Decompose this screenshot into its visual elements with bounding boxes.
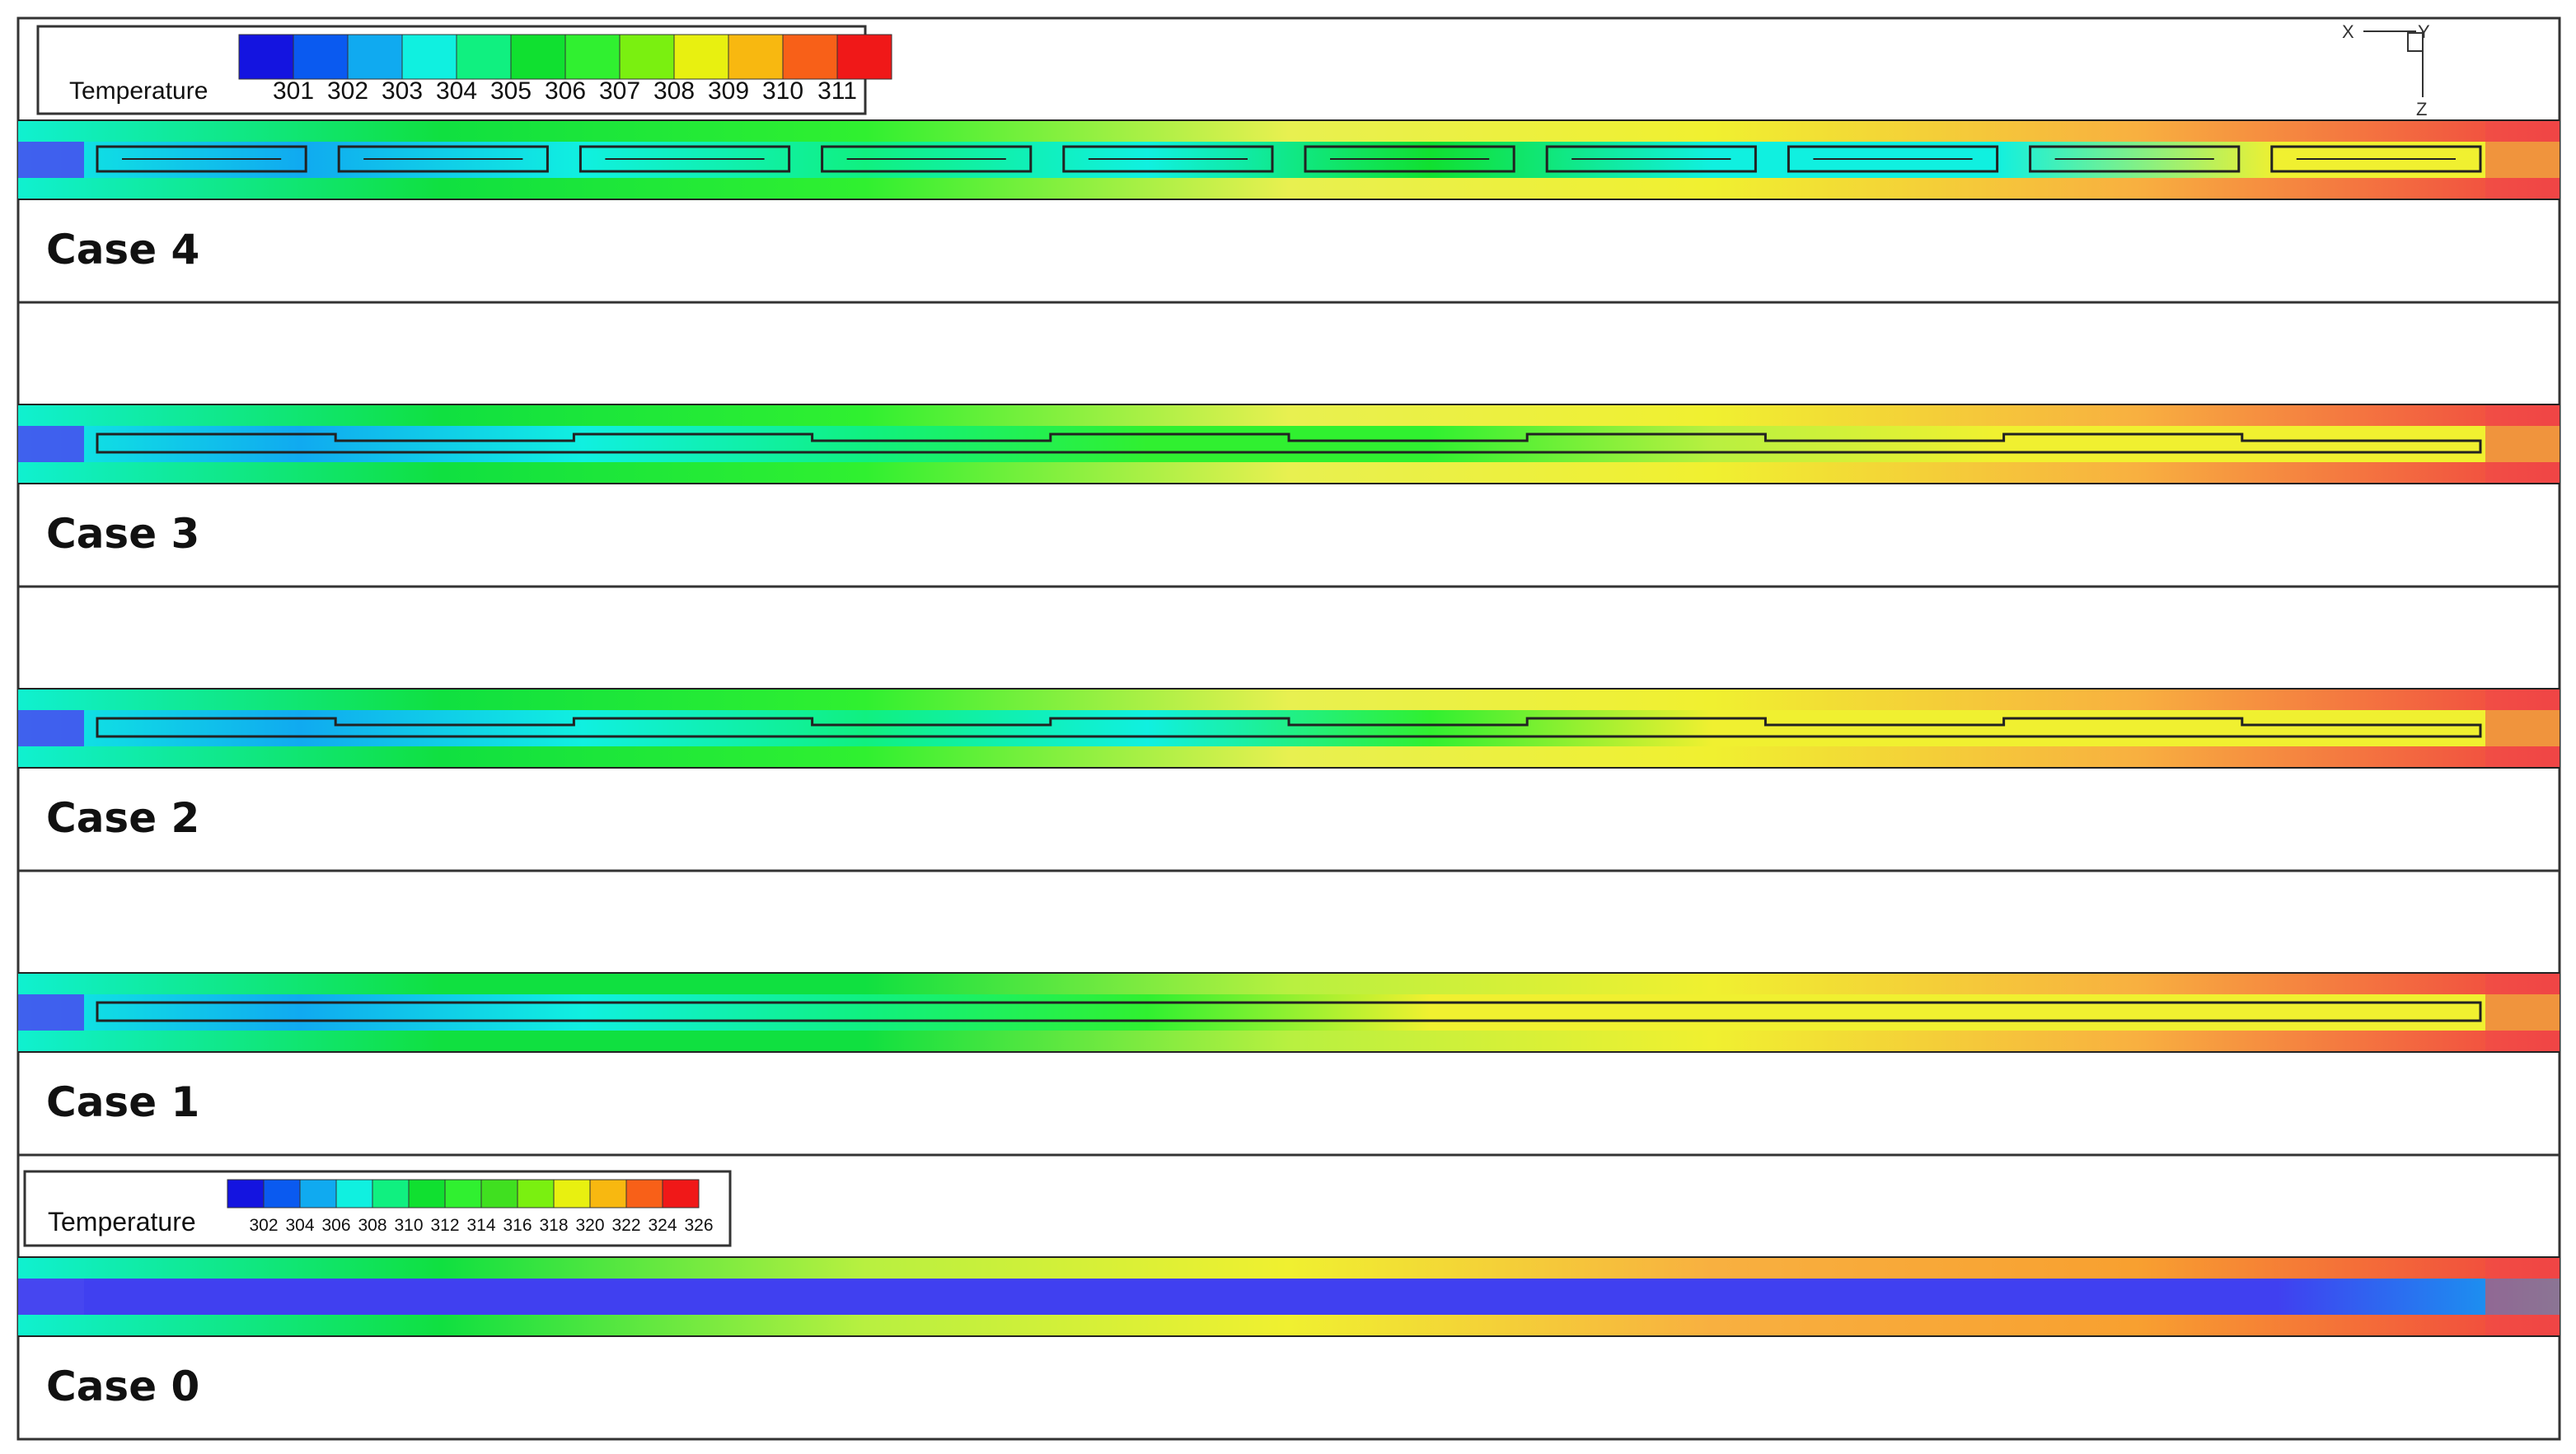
legend-tick-label: 311 xyxy=(817,77,857,105)
inlet-region xyxy=(18,994,84,1031)
baffle-segment xyxy=(96,145,307,173)
legend-swatch xyxy=(728,34,784,80)
legend-swatch xyxy=(480,1179,518,1209)
legend-tick-label: 304 xyxy=(285,1216,314,1235)
baffle-segment xyxy=(1545,145,1757,173)
legend-tick-label: 308 xyxy=(358,1216,386,1235)
case-panel xyxy=(16,301,2561,588)
legend-swatch xyxy=(836,34,892,80)
legend-swatch xyxy=(227,1179,265,1209)
legend-tick-label: 306 xyxy=(545,77,586,105)
legend-swatch xyxy=(619,34,675,80)
legend-tick-label: 310 xyxy=(394,1216,423,1235)
legend-tick-label: 308 xyxy=(653,77,695,105)
inner-channel-band xyxy=(18,710,2560,746)
legend-swatch xyxy=(456,34,512,80)
legend-swatch xyxy=(510,34,566,80)
baffle-plate xyxy=(96,1001,2482,1022)
legend-swatch xyxy=(662,1179,700,1209)
legend-title: Temperature xyxy=(69,77,208,105)
legend-swatch xyxy=(444,1179,482,1209)
axis-triad: X Y Z xyxy=(2342,21,2430,119)
case-panel xyxy=(16,869,2561,1157)
legend-swatch xyxy=(553,1179,591,1209)
legend-swatch xyxy=(401,34,457,80)
legend-tick-label: 305 xyxy=(490,77,532,105)
baffle-segment xyxy=(337,145,549,173)
inlet-region xyxy=(18,426,84,462)
legend-tick-label: 310 xyxy=(762,77,803,105)
baffle-segment xyxy=(2029,145,2241,173)
outlet-region xyxy=(2485,1257,2560,1336)
case-label: Case 2 xyxy=(46,794,200,842)
inlet-region xyxy=(18,1279,84,1315)
baffle-zigzag xyxy=(96,717,2482,738)
legend-tick-label: 318 xyxy=(539,1216,568,1235)
legend-swatch xyxy=(564,34,621,80)
inlet-region xyxy=(18,142,84,178)
legend-swatch xyxy=(238,34,294,80)
legend-swatch xyxy=(625,1179,663,1209)
legend-swatch xyxy=(263,1179,301,1209)
legend-swatch xyxy=(782,34,838,80)
baffle-zigzag xyxy=(96,432,2482,454)
legend-tick-label: 314 xyxy=(466,1216,495,1235)
legend-swatch xyxy=(372,1179,410,1209)
legend-tick-label: 322 xyxy=(611,1216,640,1235)
case-label: Case 4 xyxy=(46,226,200,274)
legend-case4: Temperature 301 302 303 304 305 306 307 308 309 31… xyxy=(36,25,892,115)
baffle-segment xyxy=(1062,145,1274,173)
inner-channel-band xyxy=(18,994,2560,1031)
legend-swatch xyxy=(335,1179,373,1209)
legend-swatch xyxy=(347,34,403,80)
legend-case0: Temperature 302 304 306 308 310 312 314 316 318 32… xyxy=(23,1170,732,1247)
baffle-segment xyxy=(578,145,791,173)
legend-tick-label: 326 xyxy=(684,1216,713,1235)
legend-tick-label: 307 xyxy=(599,77,640,105)
legend-swatch xyxy=(293,34,349,80)
baffle-segment xyxy=(2270,145,2482,173)
inner-channel-band xyxy=(18,426,2560,462)
legend-tick-label: 304 xyxy=(436,77,477,105)
legend-tick-label: 316 xyxy=(503,1216,532,1235)
outlet-region xyxy=(2485,689,2560,768)
axis-x-label: X xyxy=(2342,21,2354,42)
outlet-region xyxy=(2485,120,2560,199)
inner-channel-band xyxy=(18,1279,2560,1315)
case-panel xyxy=(16,585,2561,872)
legend-tick-label: 309 xyxy=(708,77,749,105)
legend-tick-label: 301 xyxy=(273,77,314,105)
legend-tick-label: 312 xyxy=(430,1216,459,1235)
outlet-region xyxy=(2485,404,2560,484)
baffle-segment xyxy=(821,145,1033,173)
legend-tick-label: 303 xyxy=(382,77,423,105)
legend-swatch xyxy=(299,1179,337,1209)
axis-z-label: Z xyxy=(2416,99,2427,119)
outlet-region xyxy=(2485,973,2560,1052)
case-panel xyxy=(16,16,2561,304)
case-label: Case 1 xyxy=(46,1078,200,1126)
baffle-segment xyxy=(1304,145,1515,173)
case-label: Case 3 xyxy=(46,510,200,558)
legend-swatch xyxy=(408,1179,446,1209)
baffle-segment xyxy=(1787,145,1999,173)
legend-title: Temperature xyxy=(48,1207,196,1237)
legend-swatch xyxy=(673,34,729,80)
legend-swatch xyxy=(589,1179,627,1209)
axis-y-marker xyxy=(2407,32,2424,52)
inlet-region xyxy=(18,710,84,746)
legend-tick-label: 302 xyxy=(249,1216,278,1235)
legend-tick-label: 302 xyxy=(327,77,368,105)
axis-y-label: Y xyxy=(2418,21,2430,42)
case-label: Case 0 xyxy=(46,1363,200,1410)
legend-tick-label: 320 xyxy=(575,1216,604,1235)
legend-swatch xyxy=(517,1179,555,1209)
legend-tick-label: 306 xyxy=(321,1216,350,1235)
legend-tick-label: 324 xyxy=(648,1216,677,1235)
